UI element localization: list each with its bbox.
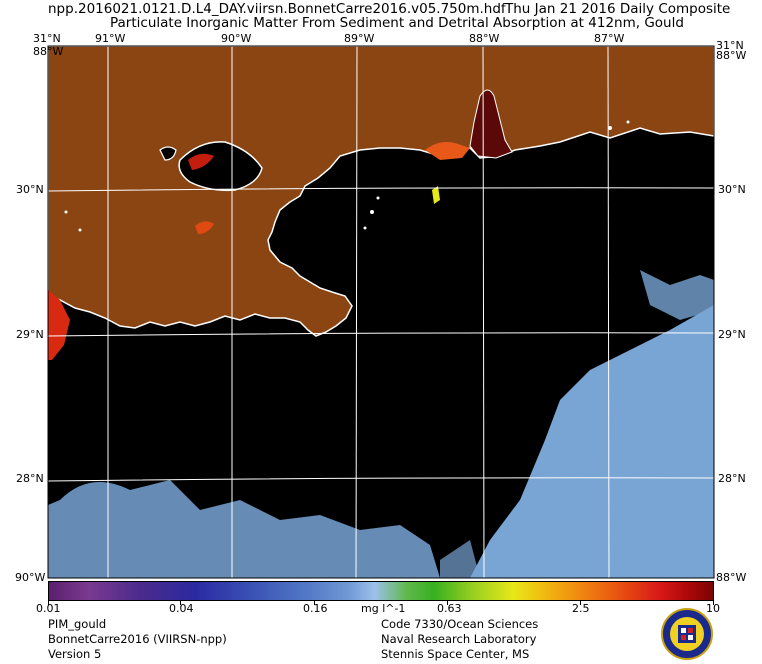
footer-code: Code 7330/Ocean Sciences: [381, 617, 539, 631]
scale-label-4: 0.63: [437, 602, 462, 615]
filename-title: npp.2016021.0121.D.L4_DAY.viirsn.BonnetC…: [48, 1, 506, 17]
scale-label-5: 2.5: [572, 602, 590, 615]
nrl-seal-logo: [661, 608, 713, 660]
corner-label-top-right: 88°W: [716, 49, 747, 62]
lake-maurepas: [159, 146, 177, 161]
lon-label-87w: 87°W: [594, 32, 625, 45]
lon-label-90w: 90°W: [221, 32, 252, 45]
cloud-cover: [48, 270, 714, 578]
mobile-bay: [469, 89, 513, 159]
footer-location: Stennis Space Center, MS: [381, 647, 530, 661]
coastline-islands: [64, 120, 630, 232]
scale-unit-label: mg l^-1: [361, 602, 406, 615]
composite-date: Thu Jan 21 2016 Daily Composite: [505, 1, 731, 17]
scale-label-min: 0.01: [36, 602, 61, 615]
lon-label-88w: 88°W: [469, 32, 500, 45]
lat-label-top-right: 31°N: [716, 39, 744, 52]
footer-version: Version 5: [48, 647, 102, 661]
lat-label-28n-left: 28°N: [16, 472, 44, 485]
corner-label-bottom-right: 88°W: [716, 571, 747, 584]
scale-label-2: 0.04: [169, 602, 194, 615]
lat-label-28n-right: 28°N: [718, 472, 746, 485]
corner-label-bottom-left: 90°W: [15, 571, 46, 584]
footer-lab: Naval Research Laboratory: [381, 632, 537, 646]
sediment-patches: [48, 142, 470, 360]
scale-label-3: 0.16: [303, 602, 328, 615]
lon-label-89w: 89°W: [344, 32, 375, 45]
lat-label-29n-left: 29°N: [16, 328, 44, 341]
corner-label-top-left: 88°W: [33, 45, 64, 58]
product-title: Particulate Inorganic Matter From Sedime…: [110, 15, 684, 31]
scale-label-max: 10: [706, 602, 720, 615]
lat-label-top-left: 31°N: [33, 32, 61, 45]
lat-label-29n-right: 29°N: [718, 328, 746, 341]
lat-label-30n-left: 30°N: [16, 183, 44, 196]
lon-label-91w: 91°W: [95, 32, 126, 45]
lake-pontchartrain: [178, 141, 263, 192]
lat-lon-grid: [48, 46, 714, 578]
lat-label-30n-right: 30°N: [718, 183, 746, 196]
footer-region-sensor: BonnetCarre2016 (VIIRSN-npp): [48, 632, 227, 646]
color-scale-bar: [48, 581, 714, 601]
footer-product-name: PIM_gould: [48, 617, 107, 631]
